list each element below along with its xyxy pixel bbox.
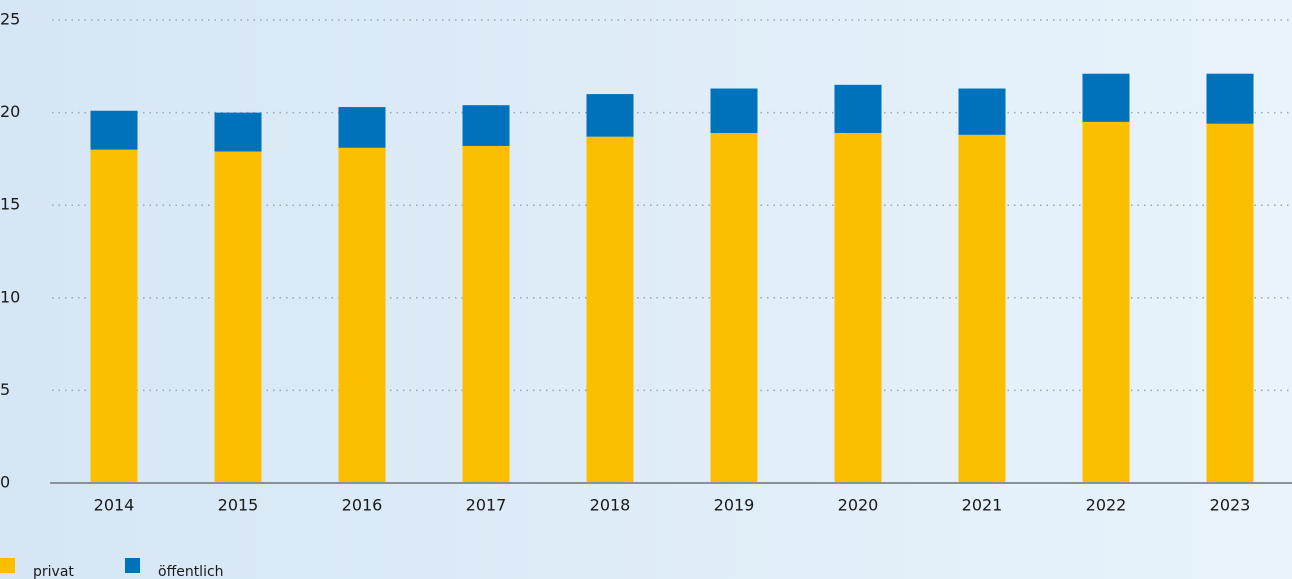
x-tick-label: 2016 <box>342 496 383 515</box>
y-tick-label: 15 <box>0 195 20 214</box>
y-tick-label: 0 <box>0 473 10 492</box>
bar-segment <box>1082 121 1130 484</box>
x-tick-label: 2023 <box>1210 496 1251 515</box>
bar-segment <box>338 147 386 483</box>
bar-segment <box>834 132 882 484</box>
bar-segment <box>462 105 510 146</box>
bar-segment <box>214 112 262 152</box>
x-tick-label: 2014 <box>94 496 135 515</box>
legend-label: privat <box>33 564 74 579</box>
x-tick-label: 2018 <box>590 496 631 515</box>
y-tick-label: 25 <box>0 10 20 29</box>
x-tick-label: 2017 <box>466 496 507 515</box>
y-tick-label: 10 <box>0 287 20 306</box>
bar-segment <box>710 88 758 133</box>
bar-segment <box>958 134 1006 483</box>
x-tick-label: 2019 <box>714 496 755 515</box>
bar-segment <box>586 94 634 137</box>
x-tick-label: 2022 <box>1086 496 1127 515</box>
bar-segment <box>1082 73 1130 122</box>
bar-segment <box>214 151 262 483</box>
y-tick-label: 5 <box>0 380 10 399</box>
bar-segment <box>90 110 138 150</box>
y-tick-label: 20 <box>0 102 20 121</box>
bar-segment <box>338 107 386 148</box>
legend-label: öffentlich <box>158 564 224 579</box>
x-tick-label: 2020 <box>838 496 879 515</box>
bar-segment <box>1206 123 1254 483</box>
bar-segment <box>710 132 758 484</box>
x-tick-label: 2021 <box>962 496 1003 515</box>
bar-segment <box>958 88 1006 135</box>
bar-segment <box>586 136 634 483</box>
legend-swatch <box>0 558 15 573</box>
bar-segment <box>462 145 510 483</box>
bar-segment <box>1206 73 1254 124</box>
x-tick-label: 2015 <box>218 496 259 515</box>
bar-segment <box>834 84 882 133</box>
legend-swatch <box>125 558 140 573</box>
bar-segment <box>90 149 138 483</box>
